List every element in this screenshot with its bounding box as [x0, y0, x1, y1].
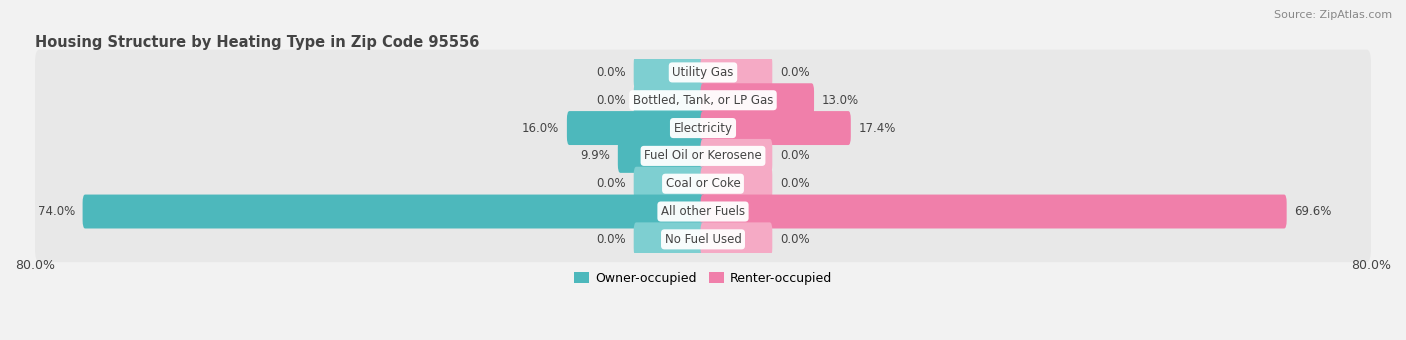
Text: 0.0%: 0.0%: [596, 177, 626, 190]
Text: No Fuel Used: No Fuel Used: [665, 233, 741, 246]
Legend: Owner-occupied, Renter-occupied: Owner-occupied, Renter-occupied: [568, 267, 838, 290]
Text: Utility Gas: Utility Gas: [672, 66, 734, 79]
Text: Coal or Coke: Coal or Coke: [665, 177, 741, 190]
FancyBboxPatch shape: [700, 194, 1286, 228]
FancyBboxPatch shape: [634, 167, 706, 201]
Text: All other Fuels: All other Fuels: [661, 205, 745, 218]
FancyBboxPatch shape: [35, 189, 1371, 234]
FancyBboxPatch shape: [700, 222, 772, 256]
FancyBboxPatch shape: [634, 222, 706, 256]
FancyBboxPatch shape: [35, 133, 1371, 179]
FancyBboxPatch shape: [35, 50, 1371, 95]
FancyBboxPatch shape: [700, 167, 772, 201]
FancyBboxPatch shape: [35, 105, 1371, 151]
FancyBboxPatch shape: [617, 139, 706, 173]
Text: 0.0%: 0.0%: [596, 66, 626, 79]
FancyBboxPatch shape: [83, 194, 706, 228]
Text: 0.0%: 0.0%: [596, 233, 626, 246]
Text: Electricity: Electricity: [673, 122, 733, 135]
Text: Housing Structure by Heating Type in Zip Code 95556: Housing Structure by Heating Type in Zip…: [35, 35, 479, 50]
FancyBboxPatch shape: [700, 111, 851, 145]
Text: 13.0%: 13.0%: [821, 94, 859, 107]
Text: 16.0%: 16.0%: [522, 122, 560, 135]
FancyBboxPatch shape: [634, 55, 706, 89]
Text: 0.0%: 0.0%: [780, 233, 810, 246]
FancyBboxPatch shape: [700, 55, 772, 89]
FancyBboxPatch shape: [700, 139, 772, 173]
Text: Bottled, Tank, or LP Gas: Bottled, Tank, or LP Gas: [633, 94, 773, 107]
FancyBboxPatch shape: [567, 111, 706, 145]
Text: Fuel Oil or Kerosene: Fuel Oil or Kerosene: [644, 149, 762, 163]
Text: 0.0%: 0.0%: [596, 94, 626, 107]
Text: 9.9%: 9.9%: [581, 149, 610, 163]
FancyBboxPatch shape: [700, 83, 814, 117]
Text: Source: ZipAtlas.com: Source: ZipAtlas.com: [1274, 10, 1392, 20]
FancyBboxPatch shape: [35, 161, 1371, 206]
Text: 17.4%: 17.4%: [858, 122, 896, 135]
Text: 0.0%: 0.0%: [780, 149, 810, 163]
FancyBboxPatch shape: [634, 83, 706, 117]
FancyBboxPatch shape: [35, 217, 1371, 262]
FancyBboxPatch shape: [35, 78, 1371, 123]
Text: 0.0%: 0.0%: [780, 66, 810, 79]
Text: 74.0%: 74.0%: [38, 205, 75, 218]
Text: 0.0%: 0.0%: [780, 177, 810, 190]
Text: 69.6%: 69.6%: [1294, 205, 1331, 218]
